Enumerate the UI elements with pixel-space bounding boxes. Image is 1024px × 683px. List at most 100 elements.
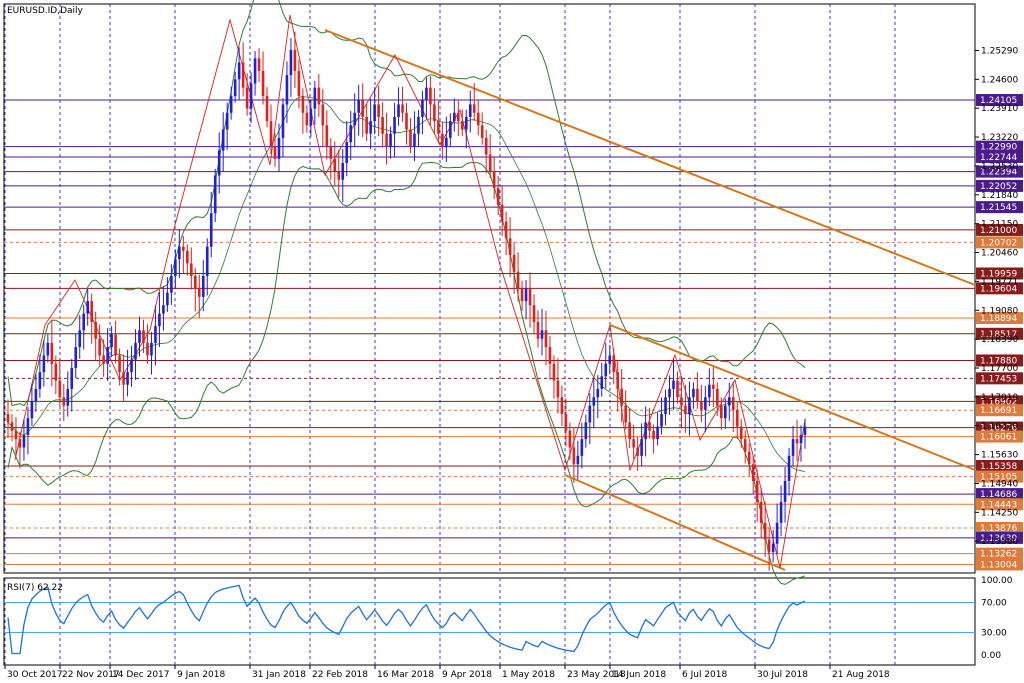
rsi-tick-label: 70.00: [981, 599, 1007, 609]
candle-body: [759, 501, 763, 523]
candle-body: [484, 137, 488, 155]
candle-body: [648, 422, 651, 431]
candle-body: [457, 112, 460, 122]
chart-frame: [3, 3, 976, 666]
x-tick-label: 9 Apr 2018: [442, 670, 492, 680]
candle-body: [150, 342, 153, 356]
candle-body: [353, 112, 356, 126]
price-line-label: 1.13262: [980, 550, 1017, 560]
candle-body: [708, 384, 711, 398]
price-line-label: 1.18894: [980, 314, 1017, 324]
price-line-label: 1.22394: [980, 168, 1017, 178]
candle-body: [584, 422, 588, 440]
candle-body: [413, 133, 416, 147]
candle-body: [261, 70, 265, 97]
price-line-label: 1.22990: [980, 143, 1017, 153]
candle-body: [731, 397, 735, 410]
candle-body: [34, 388, 38, 402]
bollinger-lower: [7, 161, 806, 585]
candle-body: [197, 288, 201, 297]
candle-body: [735, 409, 739, 427]
rsi-line: [7, 584, 806, 655]
candle-body: [385, 133, 388, 147]
candle-body: [620, 388, 623, 406]
candle-body: [464, 116, 468, 130]
price-line-label: 1.22052: [980, 182, 1017, 192]
price-line-label: 1.24105: [980, 96, 1017, 106]
rsi-tick-label: 0.00: [981, 651, 1001, 661]
candle-body: [696, 388, 699, 402]
price-line-tag: [976, 354, 1023, 367]
candle-body: [46, 342, 50, 356]
trendline-channel-lower: [564, 474, 786, 571]
price-line-label: 1.21000: [980, 226, 1017, 236]
price-line-label: 1.15358: [980, 462, 1017, 472]
price-line-label: 1.14443: [980, 500, 1017, 510]
candle-body: [616, 372, 620, 389]
candle-body: [441, 133, 444, 147]
price-line-label: 1.16691: [980, 406, 1017, 416]
candle-body: [727, 397, 731, 406]
candle-body: [460, 121, 464, 130]
candle-body: [636, 447, 639, 456]
y-tick-label: 1.25290: [981, 46, 1018, 56]
candle-body: [50, 342, 54, 364]
x-tick-label: 16 Mar 2018: [377, 670, 434, 680]
candle-body: [329, 146, 333, 159]
candle-body: [281, 104, 285, 138]
price-line-tag: [976, 236, 1023, 249]
candle-body: [42, 355, 46, 373]
candle-body: [628, 422, 631, 440]
candle-body: [70, 367, 74, 389]
candle-body: [265, 96, 269, 122]
candle-body: [377, 104, 380, 117]
candlesticks: [6, 31, 807, 571]
candle-body: [325, 125, 329, 147]
candle-body: [221, 129, 225, 151]
candle-body: [724, 405, 727, 419]
price-line-tag: [976, 312, 1023, 325]
x-tick-label: 23 May 2018: [567, 670, 626, 680]
price-line-tag: [976, 282, 1023, 295]
trendline-channel-upper: [609, 324, 976, 471]
candle-body: [205, 246, 209, 276]
candle-body: [743, 439, 747, 452]
candle-body: [548, 347, 552, 364]
candle-body: [138, 330, 141, 343]
y-tick-label: 1.19080: [981, 306, 1018, 316]
candle-body: [692, 388, 695, 398]
price-line-tag: [976, 150, 1023, 163]
candle-body: [349, 125, 353, 143]
x-tick-label: 14 Dec 2017: [112, 670, 170, 680]
x-tick-label: 14 Jun 2018: [612, 670, 666, 680]
y-tick-label: 1.23220: [981, 133, 1018, 143]
candle-body: [317, 87, 321, 105]
candle-body: [476, 112, 480, 126]
x-tick-label: 21 Aug 2018: [832, 670, 890, 680]
candle-body: [572, 447, 576, 465]
candle-body: [313, 87, 317, 109]
x-tick-label: 6 Jul 2018: [682, 670, 727, 680]
candle-body: [405, 112, 408, 130]
price-line-label: 1.19959: [980, 269, 1017, 279]
candle-body: [277, 137, 281, 159]
price-line-label: 1.13876: [980, 524, 1017, 534]
candle-body: [504, 221, 508, 239]
candle-body: [592, 397, 596, 406]
candle-body: [803, 426, 807, 435]
y-tick-label: 1.14940: [981, 479, 1018, 489]
candle-body: [640, 439, 643, 456]
bollinger-upper: [7, 0, 806, 407]
trendline-main-downtrend: [324, 29, 976, 286]
candle-body: [393, 116, 396, 134]
candle-body: [492, 171, 496, 189]
y-tick-label: 1.14250: [981, 508, 1018, 518]
x-tick-label: 22 Feb 2018: [312, 670, 368, 680]
candle-body: [166, 292, 169, 306]
candle-body: [14, 430, 18, 440]
candle-body: [82, 313, 86, 331]
candle-body: [273, 146, 277, 159]
candle-body: [552, 363, 556, 381]
y-tick-label: 1.22530: [981, 162, 1018, 172]
